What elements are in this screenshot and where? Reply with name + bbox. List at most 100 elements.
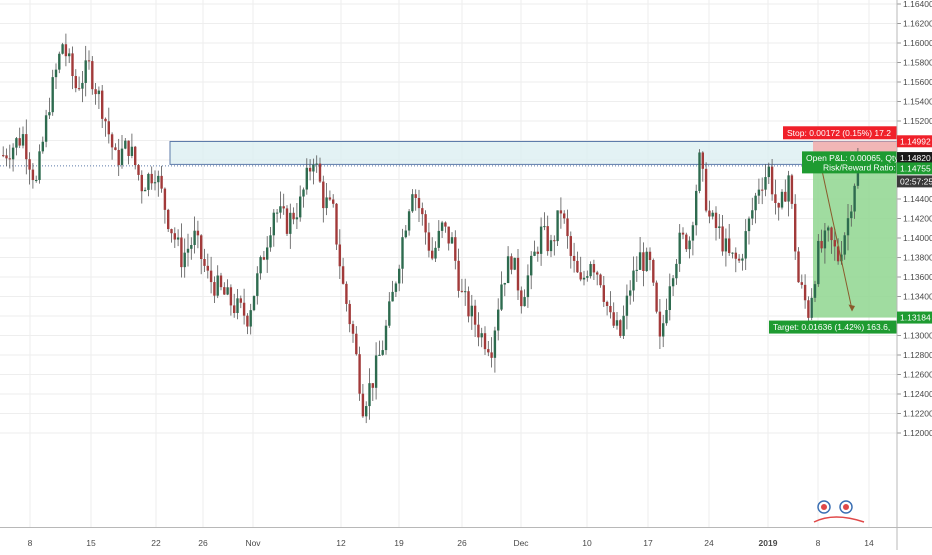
candle-body bbox=[246, 315, 249, 327]
candle-body bbox=[239, 298, 242, 303]
candle-body bbox=[417, 197, 421, 209]
target-price-tag: 1.13184 bbox=[900, 313, 931, 323]
candle-body bbox=[54, 69, 58, 78]
candle-body bbox=[747, 218, 751, 232]
stop-label-box bbox=[783, 126, 897, 140]
candle-body bbox=[223, 287, 226, 295]
candle-body bbox=[810, 297, 813, 318]
candle-body bbox=[229, 287, 233, 306]
candle-body bbox=[371, 383, 374, 388]
candle-body bbox=[619, 320, 622, 336]
candle-body bbox=[853, 185, 856, 212]
candle-body bbox=[701, 152, 704, 169]
candle-body bbox=[130, 146, 134, 156]
candle-body bbox=[176, 237, 180, 240]
candle-body bbox=[612, 312, 615, 326]
candle-body bbox=[216, 275, 219, 296]
candle-body bbox=[450, 237, 454, 244]
candle-body bbox=[718, 226, 721, 229]
candle-body bbox=[84, 60, 87, 83]
candle-body bbox=[836, 246, 840, 262]
time-tick-label: 22 bbox=[151, 538, 161, 548]
candle-body bbox=[513, 257, 516, 270]
candle-body bbox=[345, 283, 348, 304]
candle-body bbox=[658, 311, 662, 337]
time-tick-label: 10 bbox=[582, 538, 592, 548]
candle-body bbox=[358, 354, 361, 394]
candle-body bbox=[761, 189, 764, 191]
candle-body bbox=[563, 213, 566, 219]
candle-body bbox=[361, 393, 365, 417]
candle-body bbox=[724, 238, 728, 252]
candle-body bbox=[596, 272, 599, 275]
time-tick-label: 26 bbox=[457, 538, 467, 548]
candle-body bbox=[678, 232, 681, 264]
candle-body bbox=[800, 282, 803, 285]
candle-body bbox=[559, 210, 563, 214]
time-tick-label: 8 bbox=[28, 538, 33, 548]
candle-body bbox=[157, 175, 160, 183]
candle-body bbox=[219, 275, 223, 288]
open-pl-label: Open P&L: 0.00065, Qty bbox=[806, 153, 899, 163]
open-pl-label-box bbox=[802, 151, 897, 174]
candle-body bbox=[2, 155, 5, 157]
candle-body bbox=[622, 315, 625, 336]
candle-body bbox=[38, 151, 41, 181]
candle-body bbox=[25, 134, 28, 160]
stop-price-tag: 1.14992 bbox=[900, 136, 931, 146]
candle-body bbox=[140, 174, 143, 192]
candle-body bbox=[292, 212, 295, 220]
candle-body bbox=[770, 166, 774, 195]
candle-body bbox=[91, 61, 94, 90]
time-tick-label: 8 bbox=[816, 538, 821, 548]
time-axis[interactable]: 8 15 22 26 Nov 12 19 26 Dec 10 17 24 2019 8 14 bbox=[0, 527, 932, 549]
price-tick-label: 1.12800 bbox=[903, 350, 932, 360]
candle-body bbox=[414, 194, 417, 198]
candle-body bbox=[374, 355, 378, 388]
candle-body bbox=[160, 175, 163, 189]
candle-body bbox=[599, 274, 602, 286]
candle-body bbox=[421, 208, 424, 215]
time-tick-label: 19 bbox=[394, 538, 404, 548]
candle-body bbox=[71, 53, 74, 77]
candle-body bbox=[325, 197, 328, 209]
candle-body bbox=[464, 291, 467, 293]
candle-body bbox=[483, 333, 487, 350]
candle-body bbox=[830, 227, 833, 241]
candle-body bbox=[48, 112, 51, 116]
candle-body bbox=[470, 305, 473, 317]
candle-body bbox=[510, 256, 513, 270]
entry-price-tag-box bbox=[897, 162, 932, 175]
candle-body bbox=[312, 164, 315, 172]
logo-dot-left bbox=[821, 504, 827, 510]
candle-body bbox=[589, 264, 592, 277]
price-tick-label: 1.15400 bbox=[903, 97, 932, 107]
candle-body bbox=[391, 291, 394, 302]
candle-body bbox=[68, 53, 71, 57]
candle-body bbox=[51, 77, 54, 113]
candle-body bbox=[404, 230, 407, 238]
candle-body bbox=[104, 118, 107, 122]
candle-body bbox=[28, 159, 31, 170]
candle-body bbox=[609, 305, 612, 313]
candle-body bbox=[127, 140, 130, 156]
projection-arrow-head bbox=[848, 304, 855, 312]
candle-body bbox=[378, 354, 381, 356]
candle-body bbox=[200, 235, 203, 260]
candle-body bbox=[480, 333, 483, 338]
candle-body bbox=[269, 235, 272, 248]
candle-body bbox=[741, 258, 744, 261]
candle-body bbox=[813, 284, 817, 298]
time-tick-label: 12 bbox=[336, 538, 346, 548]
candle-body bbox=[473, 305, 477, 325]
price-tick-label: 1.15200 bbox=[903, 116, 932, 126]
candle-body bbox=[695, 190, 698, 226]
price-tick-label: 1.13800 bbox=[903, 253, 932, 263]
candle-body bbox=[625, 295, 629, 316]
candle-body bbox=[351, 324, 355, 334]
candle-body bbox=[632, 270, 635, 291]
candle-body bbox=[427, 232, 431, 251]
candle-body bbox=[401, 237, 404, 269]
